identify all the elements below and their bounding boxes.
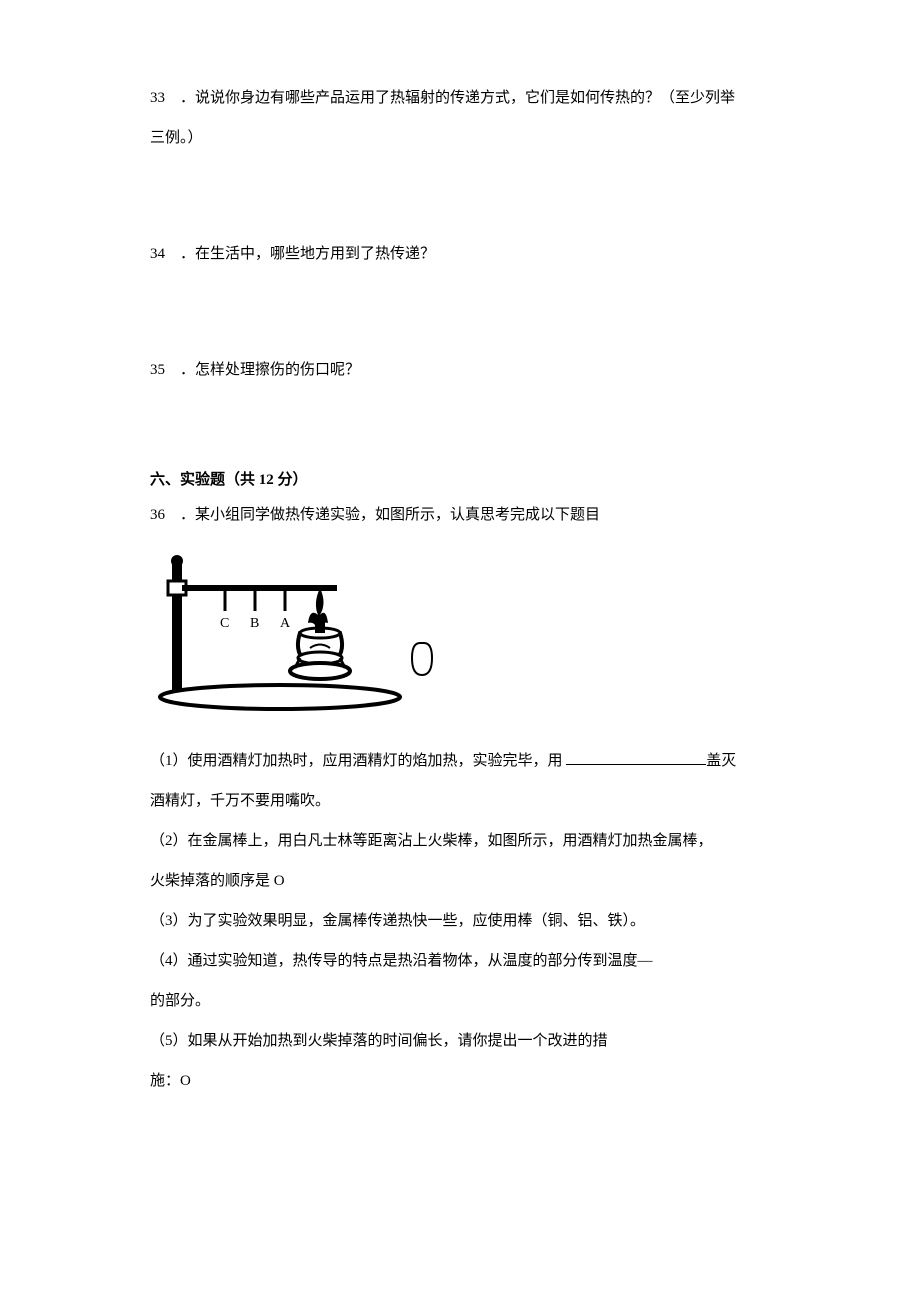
q36-sub1-pre: （1）使用酒精灯加热时，应用酒精灯的焰加热，实验完毕，用: [150, 753, 566, 769]
label-c: C: [220, 616, 229, 631]
apparatus-svg: C B A: [150, 553, 450, 713]
horizontal-rod: [182, 585, 337, 591]
q36-sub4-line2: 的部分。: [150, 983, 770, 1019]
experiment-apparatus-diagram: C B A: [150, 553, 770, 718]
q35-number: 35: [150, 352, 180, 388]
section6-heading: 六、实验题（共 12 分）: [150, 468, 770, 489]
q36-sub2-line1: （2）在金属棒上，用白凡士林等距离沾上火柴棒，如图所示，用酒精灯加热金属棒，: [150, 823, 770, 859]
q34-text: ．在生活中，哪些地方用到了热传递？: [180, 246, 435, 262]
q36-sub1-post: 盖灭: [706, 753, 736, 769]
q36-sub5-line2: 施：O: [150, 1063, 770, 1099]
q33-line1: 33．说说你身边有哪些产品运用了热辐射的传递方式，它们是如何传热的？（至少列举: [150, 80, 770, 116]
pole-knob: [171, 555, 183, 567]
stand-base: [160, 685, 400, 709]
q35-line: 35．怎样处理擦伤的伤口呢？: [150, 352, 770, 388]
question-34: 34．在生活中，哪些地方用到了热传递？: [150, 236, 770, 272]
blank-fill-1[interactable]: [566, 764, 706, 765]
q36-sub2-line2: 火柴掉落的顺序是 O: [150, 863, 770, 899]
label-b: B: [250, 616, 259, 631]
q36-sub5-line1: （5）如果从开始加热到火柴掉落的时间偏长，请你提出一个改进的措: [150, 1023, 770, 1059]
q36-intro: 36．某小组同学做热传递实验，如图所示，认真思考完成以下题目: [150, 497, 770, 533]
q34-number: 34: [150, 236, 180, 272]
question-35: 35．怎样处理擦伤的伤口呢？: [150, 352, 770, 388]
lamp-stand-ring: [290, 663, 350, 679]
lamp-cap-icon: [412, 643, 432, 675]
q36-sub3: （3）为了实验效果明显，金属棒传递热快一些，应使用棒（铜、铝、铁）。: [150, 903, 770, 939]
q36-sub4-line1: （4）通过实验知道，热传导的特点是热沿着物体，从温度的部分传到温度—: [150, 943, 770, 979]
q36-intro-text: ．某小组同学做热传递实验，如图所示，认真思考完成以下题目: [180, 507, 600, 523]
label-a: A: [280, 616, 291, 631]
q34-line: 34．在生活中，哪些地方用到了热传递？: [150, 236, 770, 272]
q36-number: 36: [150, 497, 180, 533]
q33-line2: 三例。）: [150, 120, 770, 156]
q33-number: 33: [150, 80, 180, 116]
lamp-wick: [315, 621, 325, 633]
question-33: 33．说说你身边有哪些产品运用了热辐射的传递方式，它们是如何传热的？（至少列举 …: [150, 80, 770, 156]
q36-sub1-line1: （1）使用酒精灯加热时，应用酒精灯的焰加热，实验完毕，用 盖灭: [150, 743, 770, 779]
q33-text1: ．说说你身边有哪些产品运用了热辐射的传递方式，它们是如何传热的？（至少列举: [180, 90, 735, 106]
q36-sub1-line2: 酒精灯，千万不要用嘴吹。: [150, 783, 770, 819]
question-36: 36．某小组同学做热传递实验，如图所示，认真思考完成以下题目 C B A: [150, 497, 770, 1099]
q35-text: ．怎样处理擦伤的伤口呢？: [180, 362, 360, 378]
